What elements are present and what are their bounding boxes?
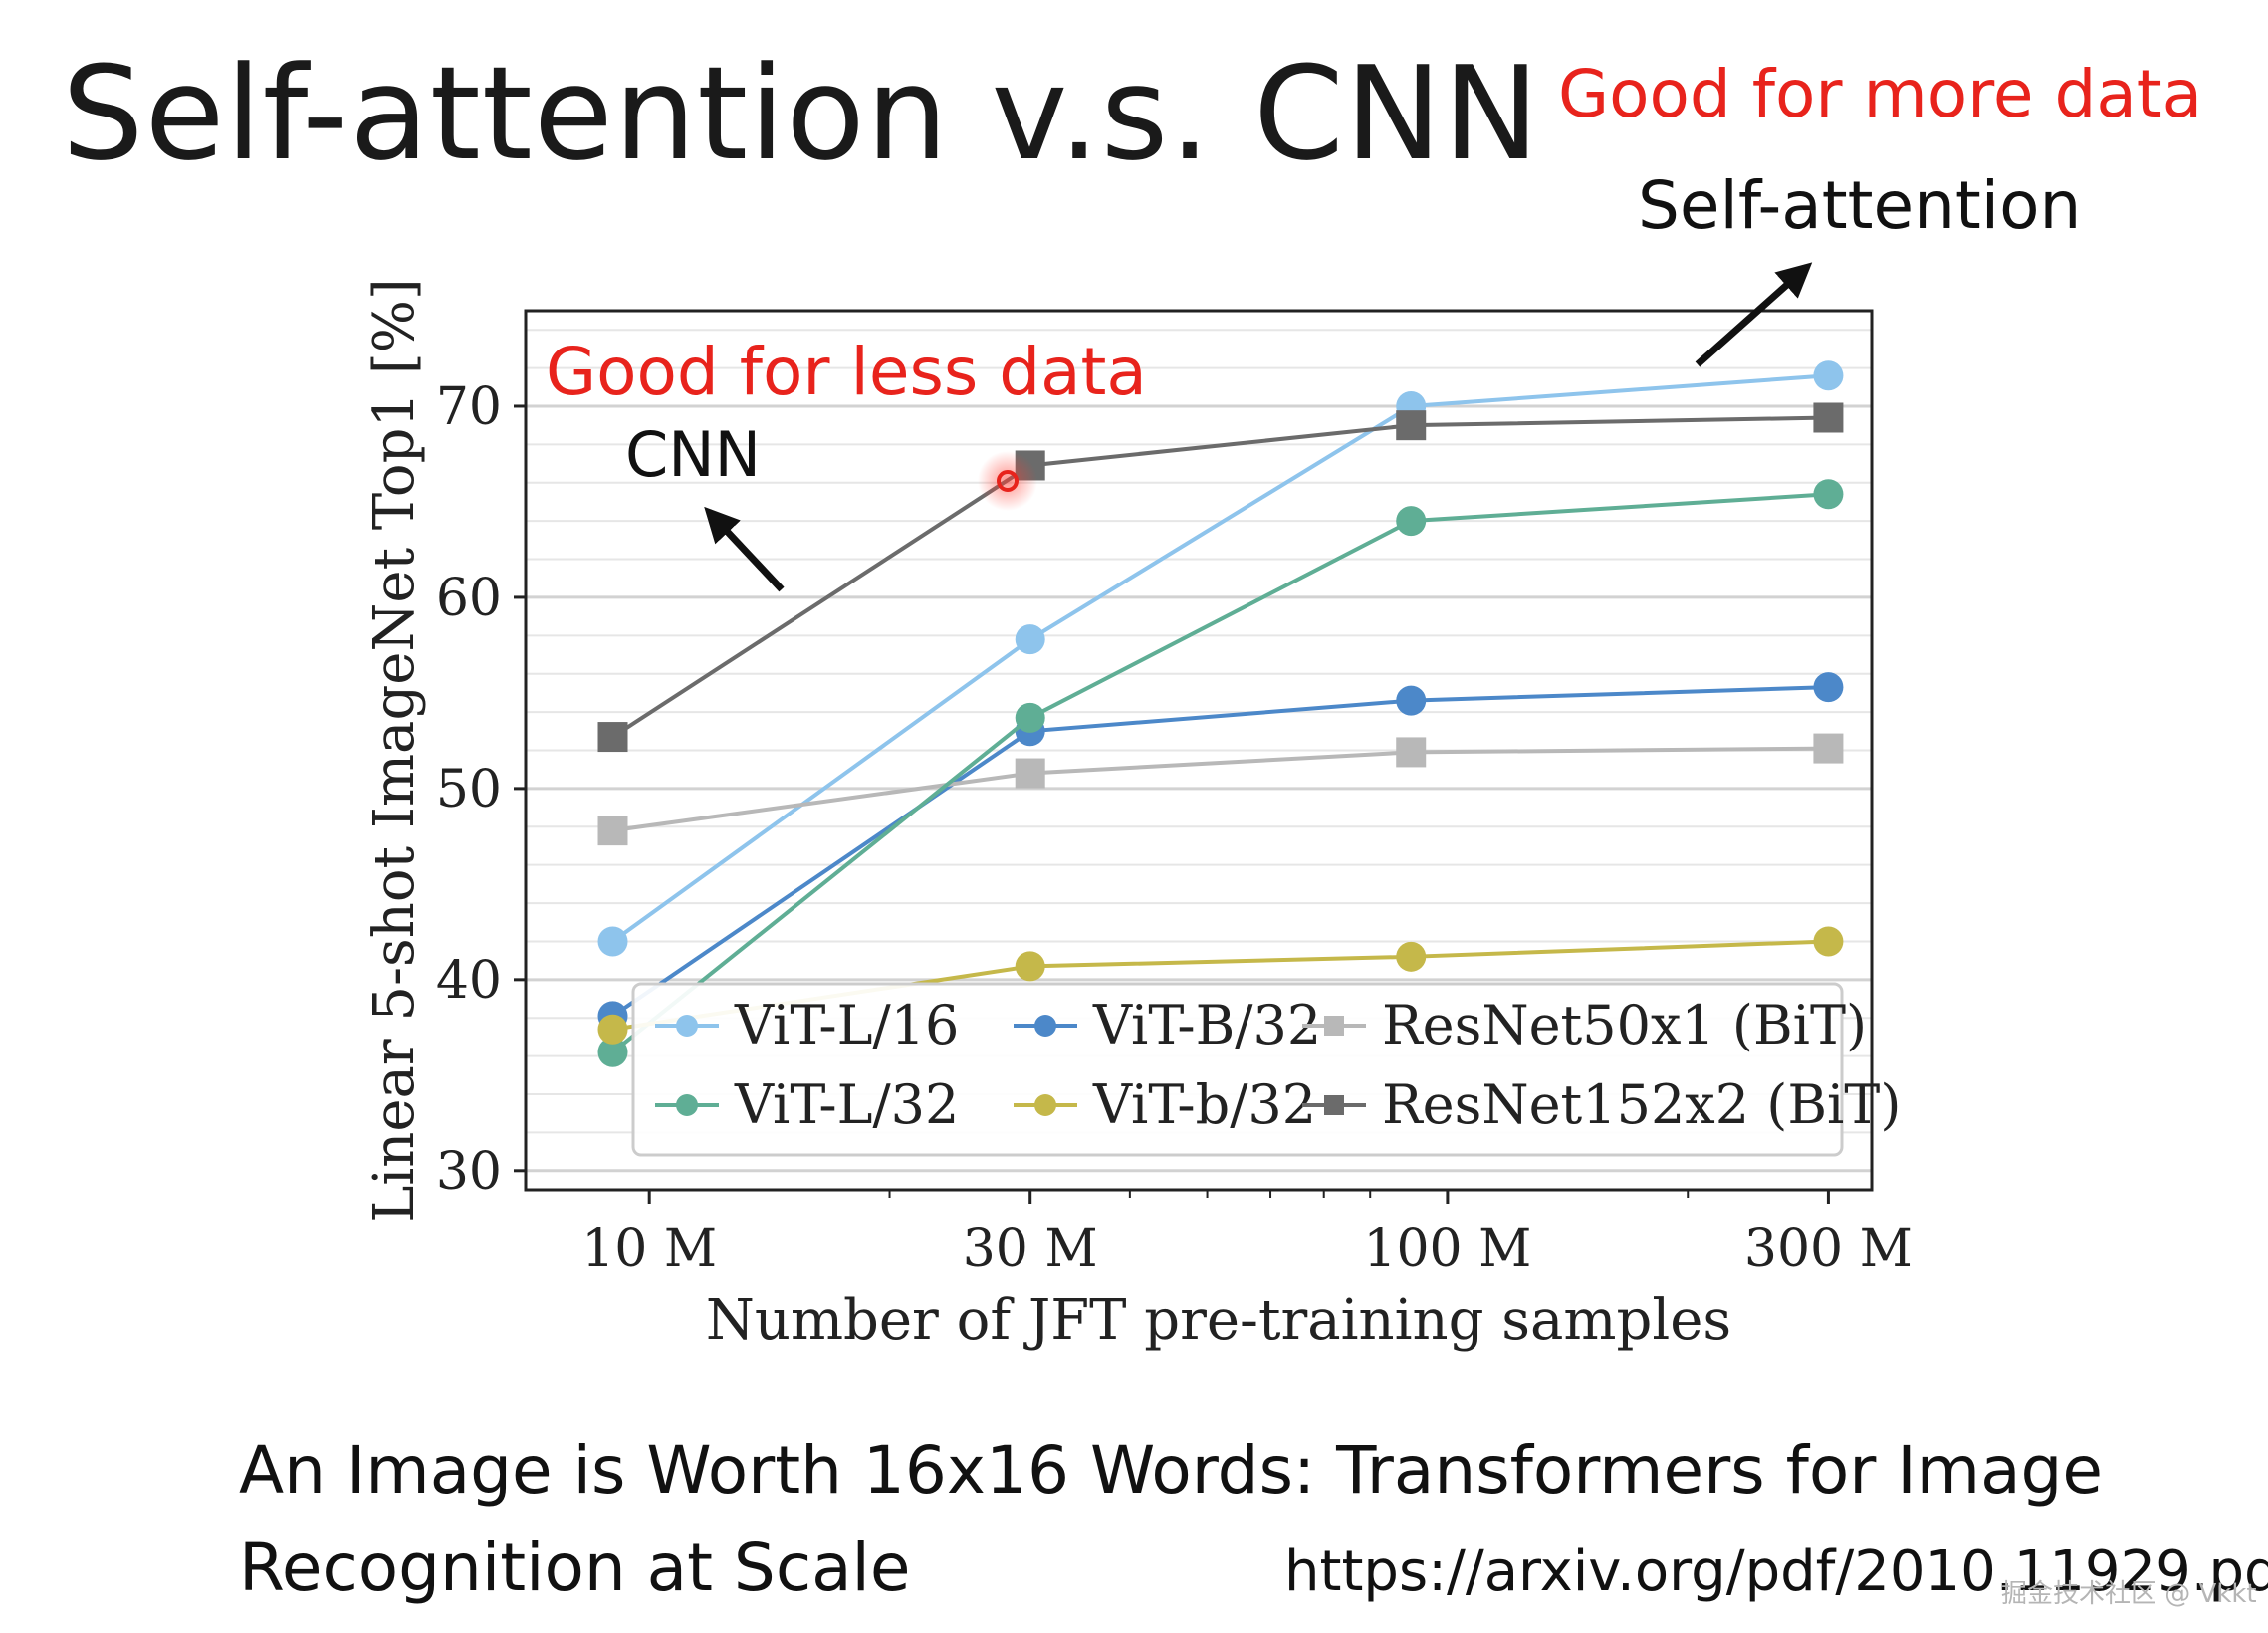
series-line-0 bbox=[611, 373, 1829, 944]
legend-marker bbox=[1324, 1095, 1344, 1115]
legend-marker bbox=[1034, 1094, 1056, 1116]
cursor-glow bbox=[978, 451, 1037, 511]
annotations bbox=[704, 262, 1813, 592]
x-axis-label: Number of JFT pre-training samples bbox=[706, 1288, 1731, 1353]
paper-title: An Image is Worth 16x16 Words: Transform… bbox=[239, 1432, 2104, 1606]
legend-label: ViT-L/32 bbox=[734, 1073, 959, 1136]
slide-title: Self-attention v.s. CNN bbox=[62, 38, 1541, 189]
legend-marker bbox=[1324, 1016, 1344, 1036]
data-point bbox=[1813, 360, 1844, 391]
y-tick-label: 60 bbox=[436, 569, 502, 628]
good-for-more-data-note: Good for more data bbox=[1558, 56, 2203, 132]
x-tick-label: 300 M bbox=[1744, 1219, 1913, 1279]
data-point bbox=[1396, 941, 1427, 972]
y-axis-label: Linear 5-shot ImageNet Top1 [%] bbox=[362, 278, 427, 1223]
data-point bbox=[1396, 685, 1427, 716]
data-point bbox=[597, 1037, 628, 1067]
y-tick-label: 50 bbox=[436, 760, 502, 819]
series-line-1 bbox=[611, 685, 1829, 1018]
data-point bbox=[597, 816, 628, 846]
data-point bbox=[1396, 506, 1427, 537]
y-tick-label: 30 bbox=[436, 1142, 502, 1202]
legend-item: ViT-L/16 bbox=[655, 994, 959, 1056]
data-point bbox=[597, 722, 628, 753]
data-point bbox=[1813, 733, 1844, 764]
legend-marker bbox=[676, 1015, 698, 1037]
y-tick-label: 40 bbox=[436, 951, 502, 1011]
cnn-annotation: CNN bbox=[625, 418, 762, 491]
legend: ViT-L/16 ViT-B/32 ResNet50x1 (BiT) ViT-L/32… bbox=[631, 982, 1901, 1157]
x-tick-label: 30 M bbox=[963, 1219, 1098, 1279]
y-tick-label: 70 bbox=[436, 377, 502, 437]
data-point bbox=[1396, 410, 1427, 441]
x-tick-label: 10 M bbox=[581, 1219, 717, 1279]
self-attention-annotation: Self-attention bbox=[1638, 167, 2082, 244]
legend-label: ResNet50x1 (BiT) bbox=[1382, 994, 1867, 1056]
legend-label: ResNet152x2 (BiT) bbox=[1382, 1073, 1901, 1136]
paper-url-link[interactable]: https://arxiv.org/pdf/2010.11929.pdf bbox=[1284, 1539, 2268, 1604]
data-point bbox=[597, 1014, 628, 1045]
data-point bbox=[1813, 672, 1844, 703]
legend-marker bbox=[676, 1094, 698, 1116]
series-line-3 bbox=[611, 492, 1829, 1054]
legend-label: ViT-B/32 bbox=[1092, 994, 1321, 1056]
plot-frame bbox=[524, 309, 1874, 1192]
data-point bbox=[1813, 402, 1844, 433]
legend-marker bbox=[1034, 1015, 1056, 1037]
series-line-5 bbox=[611, 415, 1829, 739]
legend-item: ViT-L/32 bbox=[655, 1073, 959, 1136]
legend-box bbox=[631, 982, 1844, 1157]
series-line-2 bbox=[612, 746, 1829, 833]
data-point bbox=[1015, 951, 1045, 982]
watermark: 掘金技术社区 @ Vkkt bbox=[2001, 1579, 2257, 1609]
legend-item: ViT-b/32 bbox=[1014, 1073, 1316, 1136]
good-for-less-data-note: Good for less data bbox=[546, 334, 1147, 410]
legend-item: ViT-B/32 bbox=[1014, 994, 1321, 1056]
data-point bbox=[1396, 737, 1427, 768]
data-point bbox=[1015, 758, 1045, 789]
legend-label: ViT-L/16 bbox=[734, 994, 959, 1056]
legend-item: ResNet50x1 (BiT) bbox=[1302, 994, 1867, 1056]
cursor-indicator bbox=[997, 470, 1019, 492]
data-point bbox=[1015, 702, 1045, 733]
data-point bbox=[1813, 479, 1844, 510]
data-point bbox=[1015, 624, 1045, 655]
data-point bbox=[1813, 926, 1844, 957]
data-point bbox=[597, 926, 628, 957]
legend-item: ResNet152x2 (BiT) bbox=[1302, 1073, 1901, 1136]
x-tick-label: 100 M bbox=[1363, 1219, 1531, 1279]
self-attention-arrow bbox=[1695, 262, 1813, 367]
cnn-arrow bbox=[704, 506, 785, 592]
legend-label: ViT-b/32 bbox=[1092, 1073, 1316, 1136]
